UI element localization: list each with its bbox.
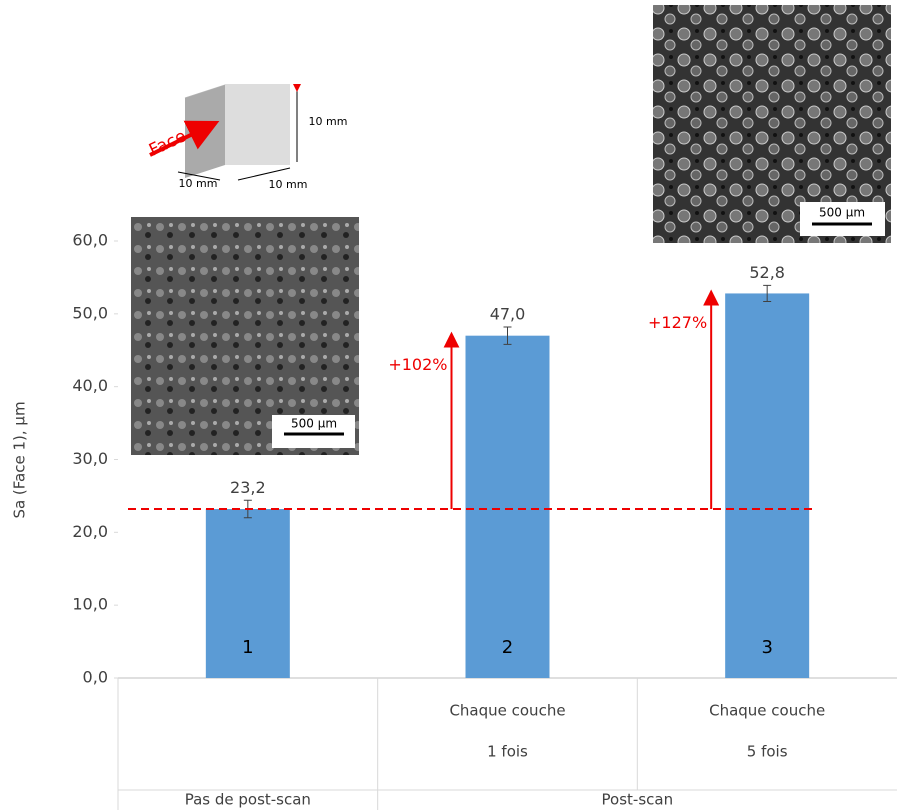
- dim-line: [177, 171, 221, 181]
- bar: [465, 335, 550, 678]
- x-tick-label: Chaque couche: [709, 702, 825, 720]
- increase-label: +127%: [648, 313, 707, 332]
- increase-label: +102%: [388, 355, 447, 374]
- y-tick-label: 40,0: [72, 376, 108, 395]
- dimension-label: 10 mm: [309, 115, 348, 128]
- error-bar: [503, 326, 512, 345]
- value-label: 52,8: [749, 263, 785, 282]
- scale-label: 500 µm: [819, 206, 865, 220]
- value-label: 23,2: [230, 478, 266, 497]
- group-label: Pas de post-scan: [185, 791, 311, 809]
- y-tick-label: 30,0: [72, 449, 108, 468]
- x-tick-sublabel: 5 fois: [747, 743, 788, 761]
- y-tick-label: 0,0: [83, 668, 108, 687]
- y-axis-label: Sa (Face 1), µm: [11, 401, 29, 518]
- bar-number: 2: [502, 637, 513, 658]
- bar-number: 1: [242, 637, 253, 658]
- error-bar: [763, 284, 772, 302]
- bar: [205, 509, 290, 678]
- dimension-label: 10 mm: [179, 177, 218, 190]
- dimension-label: 10 mm: [269, 178, 308, 191]
- group-label: Post-scan: [602, 791, 674, 809]
- scale-box: [272, 415, 355, 448]
- y-tick-label: 20,0: [72, 522, 108, 541]
- value-label: 47,0: [490, 304, 526, 323]
- dim-line: [237, 167, 291, 181]
- y-tick-label: 60,0: [72, 231, 108, 250]
- x-tick-sublabel: 1 fois: [487, 743, 528, 761]
- scale-label: 500 µm: [291, 417, 337, 431]
- y-tick-label: 10,0: [72, 595, 108, 614]
- cube-front: [225, 85, 290, 165]
- x-tick-label: Chaque couche: [449, 702, 565, 720]
- bar-number: 3: [761, 637, 772, 658]
- y-tick-label: 50,0: [72, 303, 108, 322]
- face-arrow: [149, 120, 220, 157]
- bar: [725, 293, 810, 678]
- scale-box: [800, 202, 885, 236]
